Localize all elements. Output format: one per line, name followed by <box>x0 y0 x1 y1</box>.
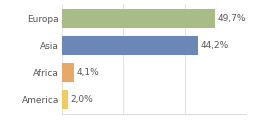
Text: 2,0%: 2,0% <box>70 95 93 104</box>
Bar <box>62 36 198 55</box>
Text: 49,7%: 49,7% <box>217 14 246 23</box>
Bar <box>62 90 68 109</box>
Bar <box>62 63 74 82</box>
Bar <box>62 9 215 28</box>
Text: 44,2%: 44,2% <box>200 41 228 50</box>
Text: 4,1%: 4,1% <box>77 68 99 77</box>
